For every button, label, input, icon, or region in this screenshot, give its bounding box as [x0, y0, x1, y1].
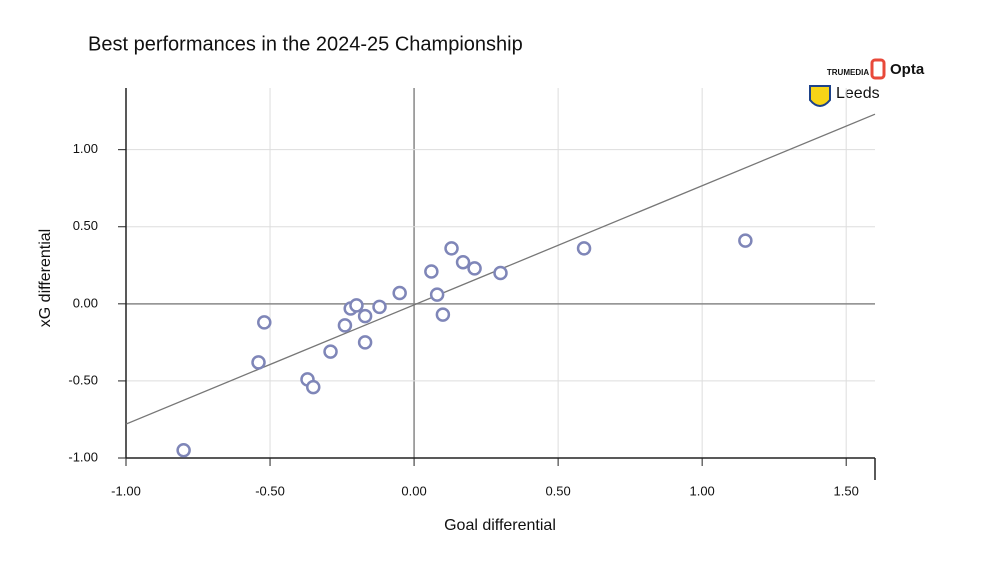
leeds-badge: [809, 85, 831, 107]
y-tick-label: -1.00: [68, 449, 98, 464]
x-tick-label: -1.00: [111, 483, 141, 498]
chart-title: Best performances in the 2024-25 Champio…: [88, 33, 523, 55]
point: [349, 298, 364, 313]
brand-opta: Opta: [890, 61, 925, 78]
point: [251, 355, 266, 370]
point: [392, 285, 407, 301]
brand-leeds: Leeds: [836, 85, 880, 102]
point: [455, 254, 471, 270]
x-tick-label: 0.00: [401, 483, 426, 498]
point: [372, 299, 387, 315]
y-axis-label: xG differential: [37, 229, 54, 327]
point: [435, 307, 451, 322]
point: [493, 265, 508, 281]
opta-icon: [870, 58, 886, 80]
point: [424, 264, 439, 279]
point: [357, 308, 373, 324]
point: [738, 233, 753, 248]
point: [257, 315, 272, 330]
x-tick-label: 0.50: [545, 483, 570, 498]
y-tick-label: 0.50: [73, 218, 98, 233]
x-axis-label: Goal differential: [444, 517, 556, 534]
point: [576, 241, 592, 256]
x-tick-label: 1.50: [834, 483, 859, 498]
y-tick-label: 0.00: [73, 295, 98, 310]
point: [323, 344, 338, 359]
brand-trumedia: TRUMEDIA: [827, 68, 869, 77]
point: [467, 261, 482, 276]
point: [306, 379, 321, 395]
point: [337, 318, 353, 333]
y-tick-label: -0.50: [68, 372, 98, 387]
y-tick-label: 1.00: [73, 141, 98, 156]
x-tick-label: 1.00: [689, 483, 714, 498]
x-tick-label: -0.50: [255, 483, 285, 498]
point: [176, 443, 191, 458]
point: [429, 287, 445, 302]
point: [444, 241, 459, 256]
point: [357, 335, 373, 350]
